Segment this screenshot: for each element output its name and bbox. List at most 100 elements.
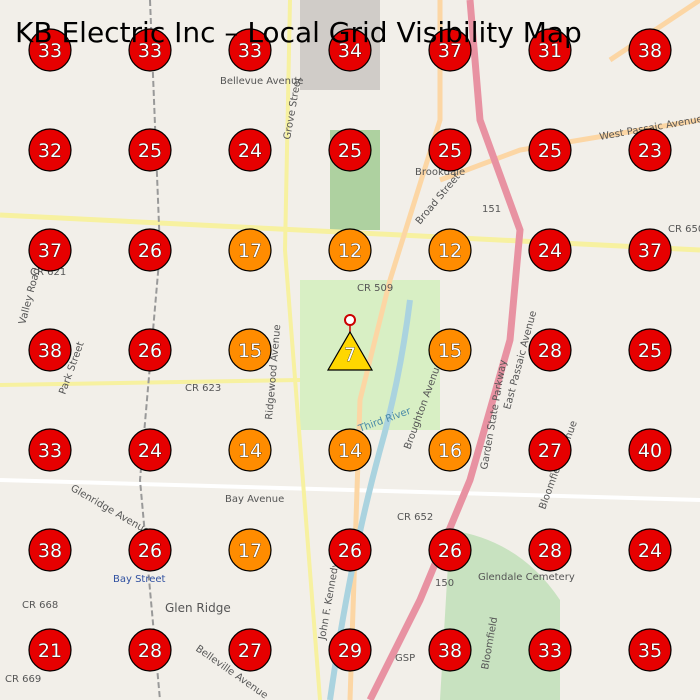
grid-marker xyxy=(228,528,272,572)
grid-value: 25 xyxy=(438,140,462,162)
grid-value: 37 xyxy=(638,240,662,262)
grid-value: 28 xyxy=(538,340,562,362)
grid-value: 24 xyxy=(538,240,562,262)
map-label: CR 669 xyxy=(5,674,41,685)
highway xyxy=(366,0,524,700)
map-label: 151 xyxy=(482,204,501,215)
grid-value: 24 xyxy=(238,140,262,162)
grid-value: 25 xyxy=(538,140,562,162)
grid-marker xyxy=(528,528,572,572)
grid-value: 14 xyxy=(238,440,262,462)
grid-value: 33 xyxy=(138,40,162,62)
grid-marker xyxy=(228,28,272,72)
grid-marker xyxy=(228,128,272,172)
grid-marker xyxy=(528,28,572,72)
grid-marker xyxy=(28,328,72,372)
grid-marker xyxy=(328,28,372,72)
grid-value: 26 xyxy=(438,540,462,562)
grid-marker xyxy=(328,128,372,172)
grid-marker xyxy=(328,428,372,472)
grid-marker xyxy=(128,128,172,172)
grid-value: 32 xyxy=(38,140,62,162)
grid-marker xyxy=(328,228,372,272)
grid-marker xyxy=(328,628,372,672)
grid-marker xyxy=(228,628,272,672)
grid-value: 31 xyxy=(538,40,562,62)
grid-marker xyxy=(528,428,572,472)
grid-value: 25 xyxy=(638,340,662,362)
grid-marker xyxy=(628,628,672,672)
grid-marker xyxy=(28,628,72,672)
site-pin xyxy=(344,314,356,326)
grid-value: 15 xyxy=(238,340,262,362)
grid-marker xyxy=(128,528,172,572)
grid-marker xyxy=(428,528,472,572)
grid-value: 33 xyxy=(38,440,62,462)
grid-value: 17 xyxy=(238,240,262,262)
grid-marker xyxy=(428,628,472,672)
grid-value: 15 xyxy=(438,340,462,362)
grid-marker xyxy=(128,328,172,372)
map-label: Glen Ridge xyxy=(165,601,231,615)
map-label: CR 650 xyxy=(668,224,700,235)
grid-value: 25 xyxy=(338,140,362,162)
map-label: CR 623 xyxy=(185,383,221,394)
grid-marker xyxy=(128,28,172,72)
site-marker xyxy=(326,330,374,371)
road xyxy=(0,478,700,502)
grid-marker xyxy=(128,428,172,472)
visibility-grid: 33 33 33 34 37 31 38 32 25 24 25 25 25 23 37 26 17 12 12 24… xyxy=(28,28,672,672)
map-label: Bay Avenue xyxy=(225,494,284,505)
grid-value: 23 xyxy=(638,140,662,162)
road xyxy=(0,378,301,387)
grid-value: 37 xyxy=(38,240,62,262)
grid-value: 33 xyxy=(38,40,62,62)
grid-value: 21 xyxy=(38,640,62,662)
grid-value: 14 xyxy=(338,440,362,462)
grid-marker xyxy=(628,328,672,372)
grid-value: 33 xyxy=(238,40,262,62)
grid-marker xyxy=(228,428,272,472)
grid-marker xyxy=(528,228,572,272)
grid-marker xyxy=(628,528,672,572)
grid-value: 24 xyxy=(638,540,662,562)
grid-value: 38 xyxy=(638,40,662,62)
grid-marker xyxy=(328,528,372,572)
grid-value: 17 xyxy=(238,540,262,562)
grid-marker xyxy=(428,28,472,72)
grid-value: 34 xyxy=(338,40,362,62)
grid-marker xyxy=(128,228,172,272)
map-label: GSP xyxy=(395,653,415,664)
grid-value: 12 xyxy=(338,240,362,262)
grid-value: 26 xyxy=(138,540,162,562)
grid-marker xyxy=(628,228,672,272)
grid-marker xyxy=(628,428,672,472)
grid-marker xyxy=(128,628,172,672)
road xyxy=(439,117,700,183)
grid-marker xyxy=(228,228,272,272)
grid-value: 16 xyxy=(438,440,462,462)
map-label: CR 652 xyxy=(397,512,433,523)
grid-value: 38 xyxy=(38,340,62,362)
grid-marker xyxy=(528,328,572,372)
grid-marker xyxy=(228,328,272,372)
map-label: CR 621 xyxy=(30,267,66,278)
grid-marker xyxy=(528,628,572,672)
grid-marker xyxy=(528,128,572,172)
grid-marker xyxy=(28,428,72,472)
map-label: Bay Street xyxy=(113,574,166,585)
grid-value: 12 xyxy=(438,240,462,262)
grid-value: 26 xyxy=(338,540,362,562)
map-label: 150 xyxy=(435,578,454,589)
grid-value: 26 xyxy=(138,340,162,362)
grid-marker xyxy=(628,128,672,172)
grid-value: 38 xyxy=(38,540,62,562)
grid-marker xyxy=(628,28,672,72)
grid-value: 27 xyxy=(538,440,562,462)
grid-value: 35 xyxy=(638,640,662,662)
map-label: Brookdale xyxy=(415,167,465,178)
grid-value: 29 xyxy=(338,640,362,662)
grid-value: 37 xyxy=(438,40,462,62)
